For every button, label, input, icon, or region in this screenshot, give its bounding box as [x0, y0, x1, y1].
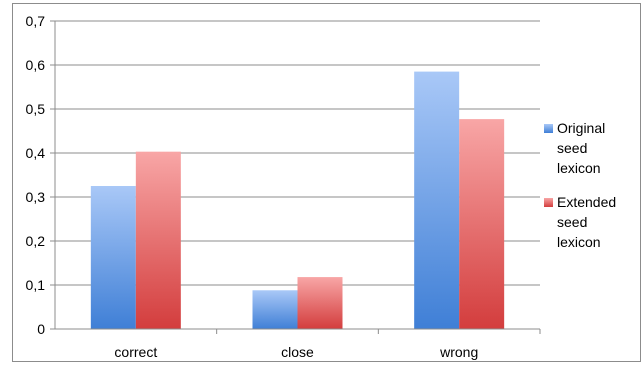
y-tick-label: 0,1	[26, 277, 46, 293]
x-tick-label: wrong	[439, 344, 478, 360]
x-tick-label: close	[281, 344, 314, 360]
y-tick-label: 0,2	[26, 233, 46, 249]
legend-swatch-original	[544, 124, 553, 133]
x-tick-label: correct	[114, 344, 157, 360]
bar-wrong-original	[414, 71, 460, 329]
bar-correct-extended	[135, 151, 181, 329]
bar-correct-original	[90, 186, 136, 329]
y-tick-label: 0,7	[26, 13, 46, 29]
x-axis-ticks: correct close wrong	[114, 329, 541, 360]
legend-label-original: Original seed lexicon	[557, 120, 606, 176]
y-tick-label: 0,5	[26, 101, 46, 117]
y-axis-ticks: 0 0,1 0,2 0,3 0,4 0,5 0,6 0,7	[26, 13, 55, 337]
legend-item-original: Original seed lexicon	[544, 118, 640, 178]
y-tick-label: 0	[37, 321, 45, 337]
bar-close-original	[252, 290, 298, 329]
legend-item-extended: Extended seed lexicon	[544, 192, 640, 252]
bar-close-extended	[297, 277, 343, 329]
legend: Original seed lexicon Extended seed lexi…	[544, 118, 640, 266]
y-tick-label: 0,6	[26, 57, 46, 73]
bar-wrong-extended	[459, 119, 505, 330]
bars	[90, 71, 505, 330]
y-tick-label: 0,3	[26, 189, 46, 205]
legend-label-extended: Extended seed lexicon	[557, 194, 617, 250]
y-tick-label: 0,4	[26, 145, 46, 161]
legend-swatch-extended	[544, 198, 553, 207]
